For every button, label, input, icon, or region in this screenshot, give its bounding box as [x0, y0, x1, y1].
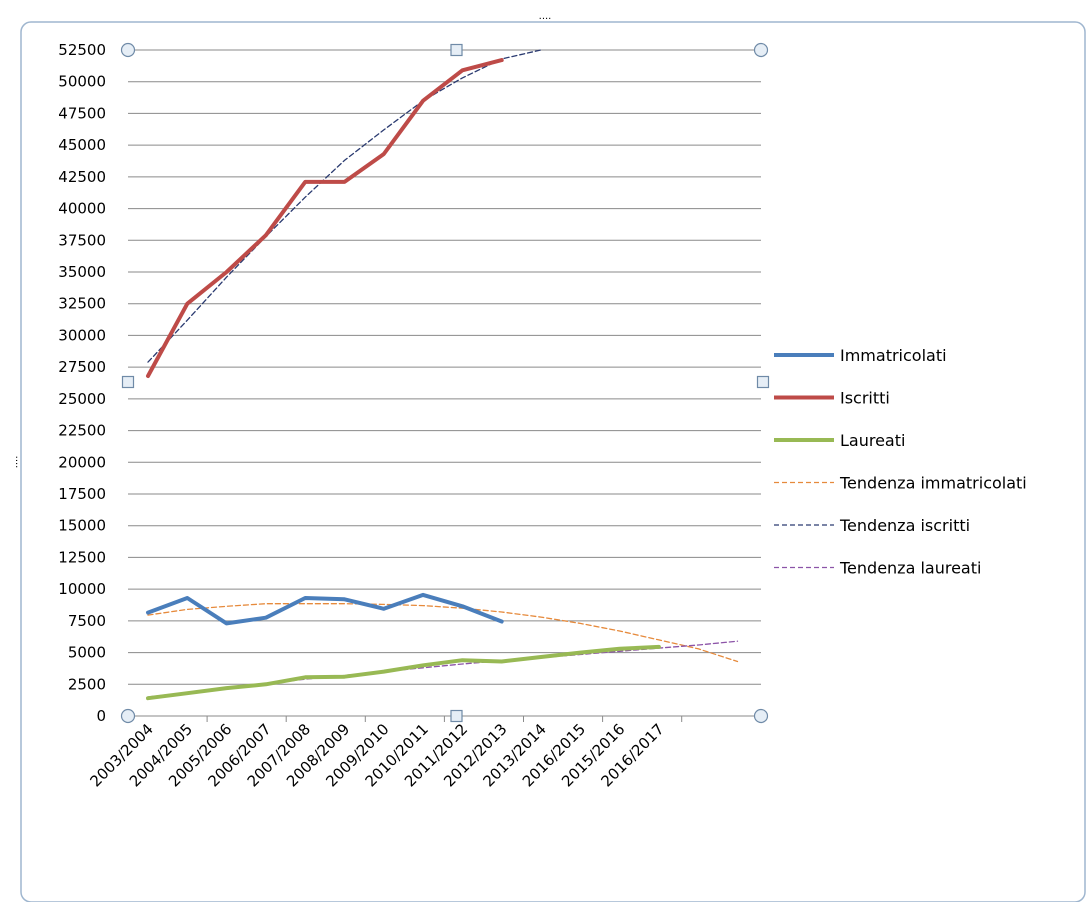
y-tick-label: 27500	[58, 358, 106, 376]
legend-item[interactable]: Laureati	[774, 431, 905, 450]
y-tick-label: 7500	[68, 612, 106, 630]
y-tick-label: 17500	[58, 485, 106, 503]
legend-label: Iscritti	[840, 389, 890, 408]
legend[interactable]: Immatricolati Iscritti Laureati Tendenza im…	[774, 346, 1027, 578]
series-line	[146, 58, 504, 378]
legend-item[interactable]: Immatricolati	[774, 346, 947, 365]
y-tick-label: 10000	[58, 580, 106, 598]
y-tick-label: 37500	[58, 231, 106, 249]
top-resize-grip[interactable]: ····	[539, 14, 552, 25]
corner-resize-handle[interactable]	[120, 708, 136, 724]
plot-series	[146, 49, 739, 701]
series-line	[146, 644, 661, 701]
side-resize-handle[interactable]	[450, 43, 463, 57]
legend-item[interactable]: Tendenza iscritti	[774, 516, 970, 535]
y-tick-label: 47500	[58, 104, 106, 122]
outer-resize-grips[interactable]: ···· ····	[10, 14, 551, 468]
legend-label: Tendenza iscritti	[839, 516, 970, 535]
legend-item[interactable]: Tendenza laureati	[774, 559, 981, 578]
legend-label: Tendenza immatricolati	[839, 474, 1027, 493]
series-line	[147, 603, 739, 663]
y-tick-label: 25000	[58, 390, 106, 408]
side-resize-handle[interactable]	[756, 375, 770, 389]
y-tick-label: 2500	[68, 675, 106, 693]
y-tick-label: 5000	[68, 644, 106, 662]
legend-label: Laureati	[840, 431, 905, 450]
corner-resize-handle[interactable]	[753, 42, 769, 58]
legend-label: Tendenza laureati	[839, 559, 981, 578]
y-tick-label: 12500	[58, 548, 106, 566]
y-axis-ticks: 0 2500 5000 7500 10000 12500 15000 17500 20000 22…	[58, 41, 106, 725]
side-resize-handle[interactable]	[450, 709, 463, 723]
left-resize-grip[interactable]: ····	[10, 456, 21, 469]
corner-resize-handle[interactable]	[753, 708, 769, 724]
y-tick-label: 52500	[58, 41, 106, 59]
legend-item[interactable]: Iscritti	[774, 389, 890, 408]
y-tick-label: 0	[96, 707, 106, 725]
y-tick-label: 20000	[58, 453, 106, 471]
y-tick-label: 22500	[58, 422, 106, 440]
y-tick-label: 45000	[58, 136, 106, 154]
y-tick-label: 32500	[58, 295, 106, 313]
y-tick-label: 30000	[58, 326, 106, 344]
y-tick-label: 15000	[58, 517, 106, 535]
legend-item[interactable]: Tendenza immatricolati	[774, 474, 1027, 493]
side-resize-handle[interactable]	[121, 375, 135, 389]
y-tick-label: 50000	[58, 73, 106, 91]
y-tick-label: 35000	[58, 263, 106, 281]
series-line	[147, 49, 542, 363]
y-tick-label: 42500	[58, 168, 106, 186]
corner-resize-handle[interactable]	[120, 42, 136, 58]
plot-area-selection-handles[interactable]	[120, 42, 770, 724]
legend-label: Immatricolati	[840, 346, 947, 365]
y-tick-label: 40000	[58, 200, 106, 218]
grid-lines	[128, 49, 761, 717]
series-line	[146, 592, 504, 626]
